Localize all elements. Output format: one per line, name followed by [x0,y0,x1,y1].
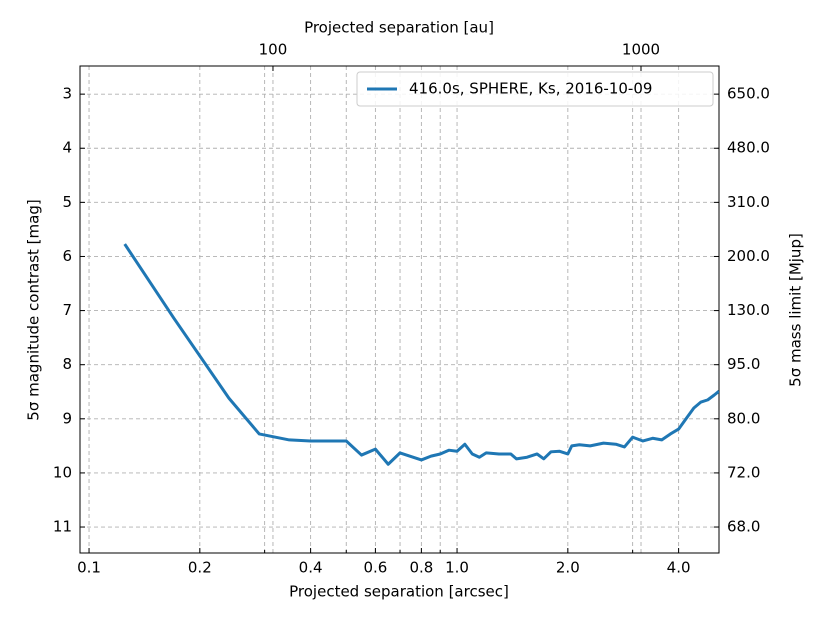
x-tick-label: 0.1 [77,559,101,577]
x-tick-label: 4.0 [667,559,691,577]
x-tick-label: 0.6 [363,559,387,577]
y2-tick-label: 72.0 [727,463,760,481]
legend-label: 416.0s, SPHERE, Ks, 2016-10-09 [409,80,652,98]
y-tick-label: 10 [53,463,72,481]
x2-tick-label: 100 [259,41,288,59]
plot-frame [79,65,720,554]
x-axis-label: Projected separation [arcsec] [289,583,509,601]
y-tick-label: 5 [62,193,72,211]
y-tick-label: 7 [62,301,72,319]
x2-tick-label: 1000 [622,41,660,59]
y-tick-label: 6 [62,247,72,265]
x-tick-label: 0.8 [409,559,433,577]
y2-tick-label: 200.0 [727,247,770,265]
x-tick-label: 0.2 [188,559,212,577]
y2-tick-label: 310.0 [727,193,770,211]
y2-tick-label: 80.0 [727,409,760,427]
data-line [123,243,719,466]
y-tick-label: 8 [62,355,72,373]
x-tick-label: 2.0 [556,559,580,577]
legend-box [356,71,714,107]
y2-tick-label: 68.0 [727,518,760,536]
y-tick-label: 9 [62,409,72,427]
y2-tick-label: 95.0 [727,355,760,373]
y-axis-label: 5σ magnitude contrast [mag] [25,199,43,420]
y-tick-label: 3 [62,85,72,103]
x-tick-label: 1.0 [445,559,469,577]
y2-tick-label: 480.0 [727,139,770,157]
y2-tick-label: 650.0 [727,85,770,103]
y2-tick-label: 130.0 [727,301,770,319]
x-tick-label: 0.4 [299,559,323,577]
x2-axis-label: Projected separation [au] [304,19,494,37]
y-tick-label: 11 [53,518,72,536]
y-tick-label: 4 [62,139,72,157]
y2-axis-label: 5σ mass limit [Mjup] [787,233,805,387]
